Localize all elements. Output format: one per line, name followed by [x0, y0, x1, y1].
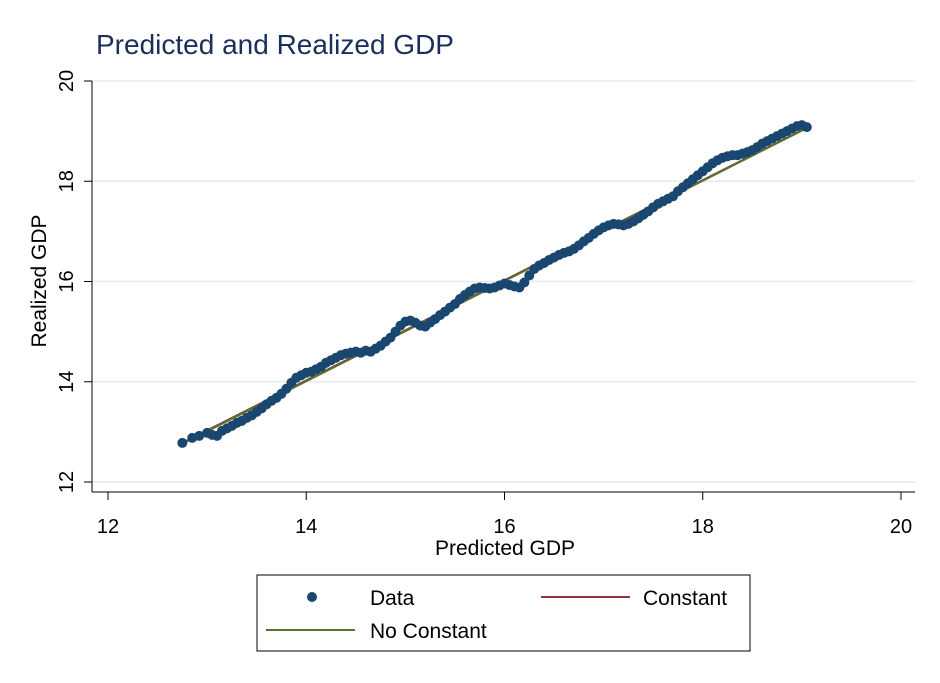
y-tick-label-1: 14 [56, 371, 78, 393]
legend: Data Constant No Constant [256, 574, 751, 652]
legend-label-no-constant: No Constant [370, 620, 487, 643]
x-tick-label-2: 16 [493, 516, 515, 538]
data-point-2 [194, 430, 205, 441]
y-tick-label-4: 20 [56, 70, 78, 92]
x-tick-label-4: 20 [890, 516, 912, 538]
y-tick-label-2: 16 [56, 270, 78, 292]
legend-label-constant: Constant [643, 587, 727, 610]
x-axis-title: Predicted GDP [435, 537, 575, 560]
chart-title: Predicted and Realized GDP [96, 29, 454, 60]
data-points [177, 120, 812, 448]
legend-label-data: Data [370, 587, 415, 610]
legend-marker-data [307, 592, 317, 602]
x-tick-label-1: 14 [295, 516, 317, 538]
y-axis-title: Realized GDP [28, 214, 51, 347]
data-point-0 [177, 437, 188, 448]
data-point-124 [801, 122, 812, 133]
axes: 12 14 16 18 20 12 14 16 18 20 [56, 70, 915, 538]
data-point-67 [519, 277, 530, 288]
y-tick-label-0: 12 [56, 471, 78, 493]
x-tick-label-3: 18 [692, 516, 714, 538]
y-tick-label-3: 18 [56, 170, 78, 192]
x-tick-label-0: 12 [97, 516, 119, 538]
legend-box [256, 574, 751, 652]
